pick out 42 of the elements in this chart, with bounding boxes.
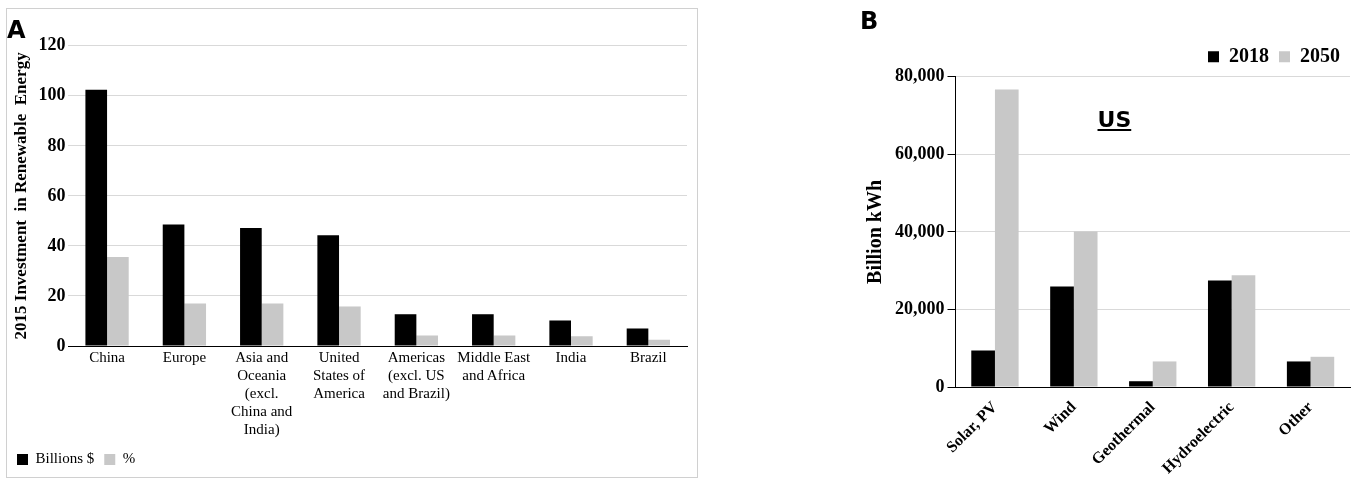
bar (994, 89, 1019, 387)
x-tick-label: Asia and Oceania (excl. China and India) (231, 348, 293, 438)
y-tick-label: 60,000 (895, 143, 945, 164)
bar (571, 336, 593, 346)
bar (1152, 361, 1177, 387)
bar (107, 256, 129, 346)
bar (1310, 356, 1335, 387)
y-tick-label: 60 (47, 184, 66, 205)
legend-label: % (122, 450, 136, 467)
y-tick-label: 40 (47, 234, 66, 255)
x-tick-label: China (89, 348, 126, 365)
bar (339, 306, 361, 346)
legend-label: 2018 (1229, 43, 1269, 66)
x-tick-label: Americas (excl. US and Brazil) (382, 348, 450, 402)
legend-label: 2050 (1300, 43, 1340, 66)
chart-title: A (7, 15, 26, 44)
y-axis-title: Billion kWh (863, 179, 886, 284)
y-tick-label: 0 (935, 375, 945, 396)
bar (416, 335, 439, 346)
chart-title: B (860, 6, 879, 35)
bar (1231, 275, 1256, 387)
x-tick-label: Middle East and Africa (457, 348, 531, 383)
x-tick-label: India (555, 348, 587, 365)
annotation: US (1097, 106, 1132, 132)
bar (1073, 231, 1098, 387)
bar (184, 303, 207, 346)
y-tick-label: 0 (56, 334, 66, 355)
y-tick-label: 120 (38, 34, 66, 55)
bar (261, 303, 284, 346)
y-tick-label: 80 (47, 134, 66, 155)
y-tick-label: 40,000 (895, 220, 945, 241)
x-tick-label: Brazil (630, 348, 667, 365)
y-tick-label: 100 (38, 84, 66, 105)
x-tick-label: Europe (162, 348, 207, 365)
y-tick-label: 20,000 (895, 298, 945, 319)
x-tick-label: United States of America (313, 348, 366, 401)
y-tick-label: 80,000 (895, 65, 945, 86)
y-axis-title: 2015 Investment in Renewable Energy (10, 51, 30, 340)
bar (493, 335, 516, 346)
bar (648, 339, 670, 346)
y-tick-label: 20 (47, 284, 66, 305)
legend-label: Billions $ (35, 450, 95, 467)
